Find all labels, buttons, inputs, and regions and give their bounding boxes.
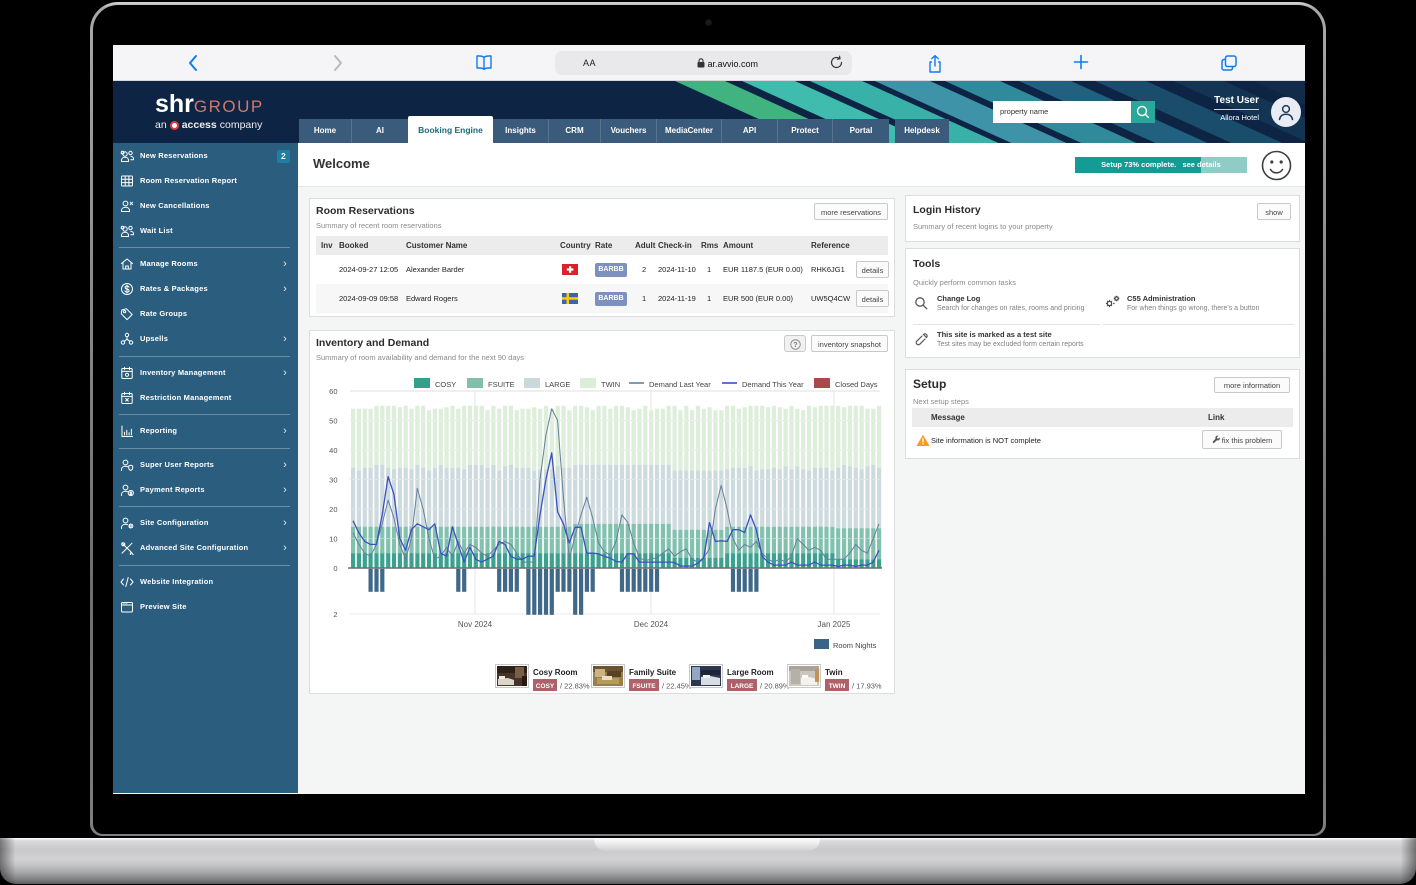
svg-text:40: 40: [329, 446, 337, 455]
svg-text:TWIN: TWIN: [829, 683, 846, 690]
svg-text:LARGE: LARGE: [731, 683, 754, 690]
svg-text:10: 10: [329, 535, 337, 544]
svg-text:0: 0: [333, 564, 337, 573]
svg-text:/ 20.89%: / 20.89%: [760, 682, 790, 691]
svg-text:Room Nights: Room Nights: [833, 641, 877, 650]
svg-text:50: 50: [329, 417, 337, 426]
svg-text:Family Suite: Family Suite: [629, 668, 677, 677]
svg-text:30: 30: [329, 476, 337, 485]
svg-text:60: 60: [329, 387, 337, 396]
svg-text:Jan 2025: Jan 2025: [818, 620, 851, 629]
svg-text:Twin: Twin: [825, 668, 843, 677]
svg-text:Cosy Room: Cosy Room: [533, 668, 577, 677]
svg-text:COSY: COSY: [536, 683, 555, 690]
svg-text:Demand This Year: Demand This Year: [742, 380, 804, 389]
svg-text:Dec 2024: Dec 2024: [634, 620, 669, 629]
svg-text:LARGE: LARGE: [545, 380, 570, 389]
svg-text:?: ?: [793, 342, 797, 349]
svg-text:Large Room: Large Room: [727, 668, 774, 677]
svg-text:/ 17.93%: / 17.93%: [852, 682, 882, 691]
svg-text:Nov 2024: Nov 2024: [458, 620, 493, 629]
svg-text:TWIN: TWIN: [601, 380, 620, 389]
svg-text:/ 22.83%: / 22.83%: [560, 682, 590, 691]
svg-text:FSUITE: FSUITE: [632, 683, 656, 690]
svg-text:/ 22.45%: / 22.45%: [662, 682, 692, 691]
svg-text:Demand Last Year: Demand Last Year: [649, 380, 711, 389]
svg-text:FSUITE: FSUITE: [488, 380, 515, 389]
svg-text:COSY: COSY: [435, 380, 456, 389]
svg-text:Closed Days: Closed Days: [835, 380, 878, 389]
svg-text:2: 2: [333, 610, 337, 619]
svg-text:20: 20: [329, 505, 337, 514]
